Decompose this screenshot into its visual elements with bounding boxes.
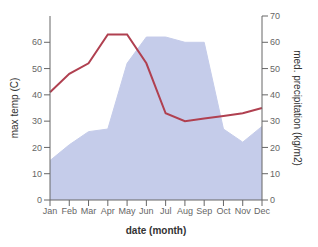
svg-text:Jul: Jul: [160, 206, 172, 216]
svg-text:0: 0: [37, 195, 42, 205]
svg-text:20: 20: [32, 143, 42, 153]
svg-text:Nov: Nov: [235, 206, 252, 216]
svg-text:10: 10: [32, 169, 42, 179]
svg-text:Dec: Dec: [254, 206, 271, 216]
svg-text:40: 40: [270, 90, 280, 100]
svg-text:0: 0: [270, 195, 275, 205]
svg-text:50: 50: [270, 64, 280, 74]
svg-text:30: 30: [32, 116, 42, 126]
svg-text:Jun: Jun: [139, 206, 154, 216]
svg-text:Sep: Sep: [196, 206, 212, 216]
svg-text:Oct: Oct: [216, 206, 231, 216]
svg-text:Aug: Aug: [177, 206, 193, 216]
svg-text:20: 20: [270, 143, 280, 153]
svg-text:Jan: Jan: [43, 206, 58, 216]
svg-text:Mar: Mar: [81, 206, 97, 216]
svg-text:date (month): date (month): [126, 225, 187, 236]
svg-text:70: 70: [270, 11, 280, 21]
svg-text:10: 10: [270, 169, 280, 179]
svg-text:Feb: Feb: [62, 206, 78, 216]
svg-text:max temp (C): max temp (C): [9, 78, 20, 139]
svg-text:med. precipitation (kg/m2): med. precipitation (kg/m2): [292, 50, 303, 166]
svg-text:50: 50: [32, 64, 42, 74]
svg-text:May: May: [119, 206, 137, 216]
svg-text:60: 60: [32, 37, 42, 47]
svg-text:Apr: Apr: [101, 206, 115, 216]
svg-text:60: 60: [270, 37, 280, 47]
svg-text:30: 30: [270, 116, 280, 126]
svg-text:40: 40: [32, 90, 42, 100]
